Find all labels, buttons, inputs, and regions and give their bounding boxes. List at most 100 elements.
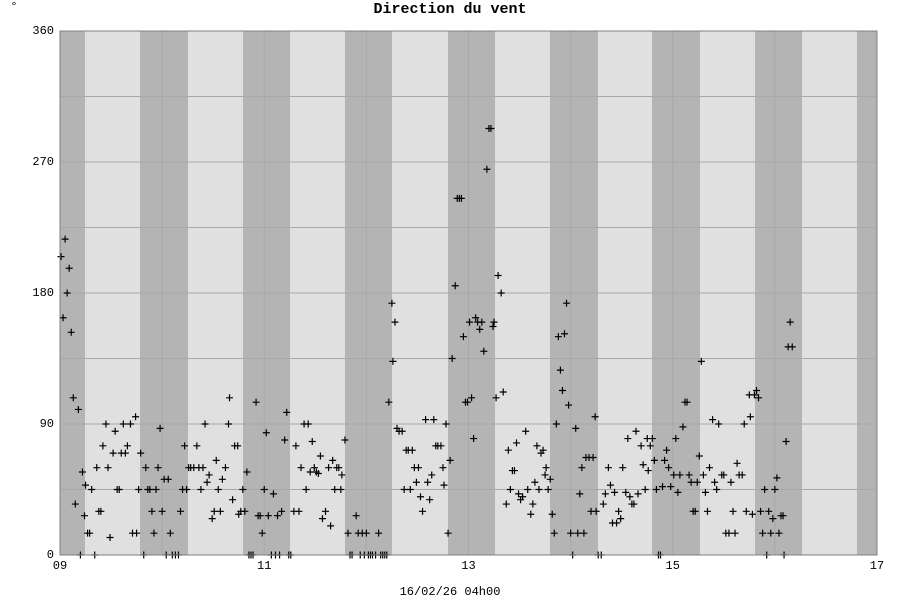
marker <box>510 467 518 475</box>
marker <box>487 125 495 133</box>
marker <box>99 442 107 450</box>
marker <box>782 437 790 445</box>
marker <box>135 486 143 493</box>
marker <box>156 424 164 432</box>
marker <box>446 456 454 464</box>
marker <box>652 486 660 493</box>
marker <box>203 478 211 486</box>
marker <box>295 507 303 515</box>
marker <box>761 486 769 493</box>
marker <box>327 522 335 530</box>
marker <box>444 529 452 537</box>
marker <box>338 471 346 479</box>
marker <box>214 486 222 493</box>
marker <box>61 235 69 243</box>
marker <box>742 507 750 515</box>
marker <box>331 486 339 493</box>
marker <box>59 314 67 322</box>
marker <box>88 486 96 493</box>
marker <box>142 464 150 472</box>
marker <box>183 486 191 493</box>
marker <box>565 401 573 409</box>
marker <box>448 355 456 362</box>
marker <box>468 394 476 402</box>
marker <box>123 442 131 450</box>
marker <box>181 442 189 450</box>
marker <box>541 471 549 479</box>
marker <box>765 507 773 515</box>
marker <box>699 471 707 479</box>
marker <box>78 468 86 476</box>
marker <box>218 475 226 483</box>
marker <box>314 469 322 477</box>
marker <box>606 481 614 489</box>
marker <box>646 442 654 450</box>
marker <box>626 493 634 501</box>
marker <box>693 478 701 486</box>
marker <box>531 478 539 486</box>
y-tick-label: 180 <box>32 286 54 300</box>
marker <box>779 512 787 520</box>
marker <box>262 429 270 437</box>
marker <box>199 464 207 472</box>
marker <box>316 452 324 460</box>
marker <box>216 507 224 515</box>
marker <box>685 471 693 479</box>
marker <box>308 437 316 445</box>
marker <box>472 314 480 322</box>
marker <box>731 529 739 537</box>
marker <box>67 328 75 336</box>
marker <box>154 464 162 472</box>
marker <box>362 529 370 537</box>
marker <box>258 529 266 537</box>
marker <box>659 483 667 491</box>
marker <box>709 416 717 424</box>
marker <box>619 464 627 472</box>
marker <box>264 512 272 520</box>
marker <box>775 529 783 537</box>
marker <box>451 282 459 290</box>
y-tick-label: 0 <box>47 548 54 562</box>
marker <box>430 416 438 424</box>
x-tick-label: 13 <box>461 559 475 573</box>
marker <box>639 461 647 469</box>
marker <box>417 493 425 501</box>
marker <box>502 500 510 508</box>
marker <box>388 299 396 307</box>
marker <box>676 471 684 479</box>
marker <box>695 452 703 460</box>
marker <box>166 529 174 537</box>
marker <box>193 442 201 450</box>
marker <box>406 486 414 493</box>
marker <box>613 519 621 527</box>
marker <box>535 486 543 493</box>
marker <box>428 471 436 479</box>
x-tick-label: 09 <box>53 559 67 573</box>
plot-border <box>59 30 878 556</box>
marker <box>748 510 756 518</box>
marker <box>617 515 625 523</box>
marker <box>672 435 680 443</box>
marker <box>740 420 748 428</box>
marker <box>439 464 447 472</box>
marker <box>725 529 733 537</box>
marker <box>550 529 558 537</box>
marker <box>476 325 484 333</box>
marker <box>164 475 172 483</box>
x-axis-label: 16/02/26 04h00 <box>400 585 501 599</box>
marker <box>69 394 77 402</box>
marker <box>713 486 721 493</box>
marker <box>611 488 619 496</box>
marker <box>111 427 119 435</box>
marker <box>274 512 282 520</box>
marker <box>504 446 512 454</box>
marker <box>119 420 127 428</box>
marker <box>225 420 233 428</box>
marker <box>241 507 249 515</box>
marker <box>691 507 699 515</box>
marker <box>524 486 532 493</box>
marker <box>260 486 268 493</box>
y-axis-label: ° <box>10 0 17 14</box>
marker <box>71 500 79 508</box>
